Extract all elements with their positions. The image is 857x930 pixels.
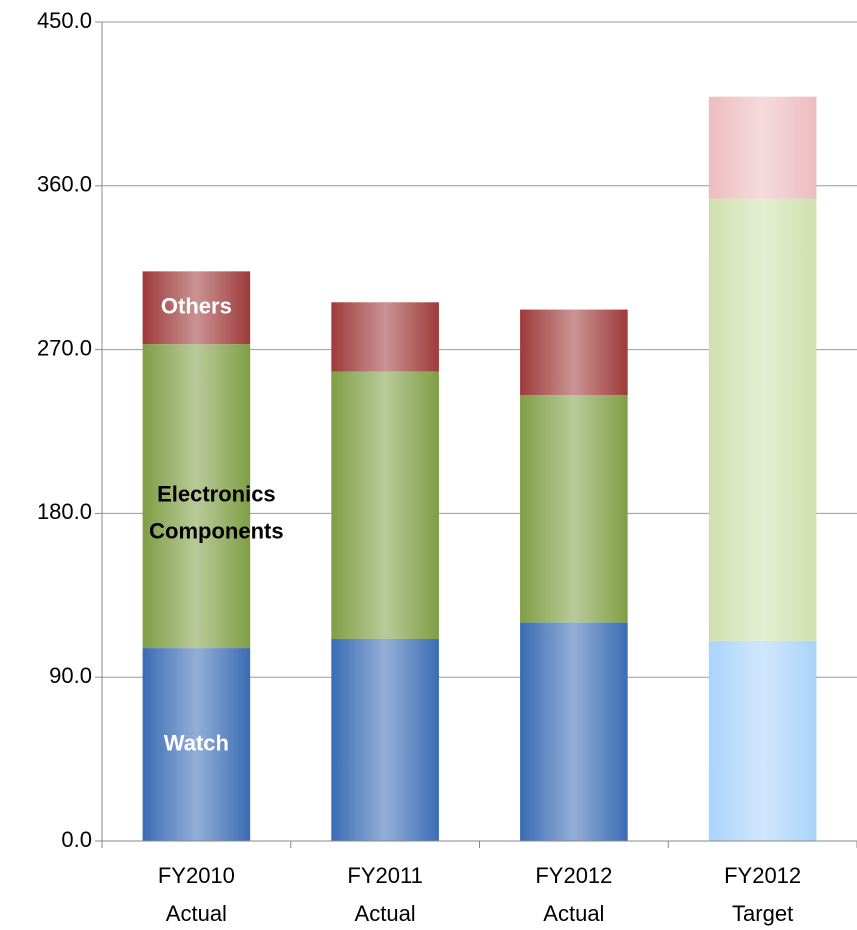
segment-label: Watch	[164, 730, 229, 755]
x-tick-label: FY2010 Actual	[158, 863, 235, 926]
bar-segment	[331, 638, 439, 841]
bar-segment	[520, 309, 628, 396]
bar-segment	[708, 640, 817, 841]
y-tick-label: 270.0	[37, 335, 92, 360]
bar-segment	[142, 344, 251, 649]
bar-segment	[520, 395, 628, 623]
y-tick-label: 450.0	[37, 8, 92, 33]
y-tick-label: 360.0	[37, 172, 92, 197]
bar-segment	[708, 96, 817, 199]
y-tick-label: 180.0	[37, 499, 92, 524]
x-tick-label: FY2011 Actual	[347, 863, 422, 926]
bar-segment	[331, 371, 439, 639]
segment-label: Electronics Components	[149, 481, 283, 543]
segment-label: Others	[161, 294, 232, 319]
bar-segment	[142, 271, 251, 345]
y-tick-label: 90.0	[49, 663, 92, 688]
bar-segment	[142, 648, 251, 841]
x-tick-label: FY2012 Target	[724, 863, 801, 926]
x-tick-label: FY2012 Actual	[535, 863, 612, 926]
bar-segment	[708, 198, 817, 641]
bar-segment	[520, 622, 628, 841]
y-tick-label: 0.0	[61, 827, 92, 852]
bar-segment	[331, 302, 439, 372]
